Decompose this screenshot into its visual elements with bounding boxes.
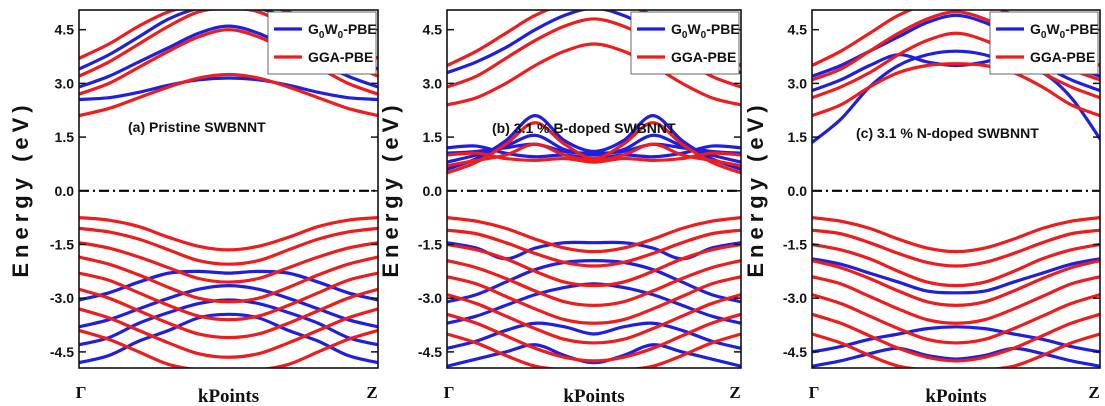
- gga-band-line-5: [812, 216, 1100, 254]
- bands-group: [79, 10, 378, 368]
- gga-band-line-1: [447, 121, 741, 175]
- gw-band-line-4: [812, 257, 1100, 295]
- gw-band-line-7: [447, 259, 741, 304]
- legend-box: [989, 11, 1099, 75]
- gga-band-line-11: [79, 307, 378, 359]
- y-tick-label: 1.5: [55, 129, 75, 145]
- gw-band-line-6: [812, 346, 1100, 368]
- gga-band-line-11: [447, 275, 741, 325]
- x-tick-label-gamma: Γ: [809, 383, 820, 402]
- x-axis-label: kPoints: [563, 386, 624, 406]
- panel-label: (c) 3.1 % N-doped SWBNNT: [856, 125, 1039, 141]
- legend-box: [630, 11, 740, 75]
- gw-band-line-7: [79, 312, 378, 365]
- gw-band-line-10: [447, 343, 741, 368]
- legend-label-gw: G0W0-PBE: [1030, 21, 1099, 41]
- gga-band-line-6: [79, 226, 378, 266]
- gga-band-line-14: [447, 332, 741, 368]
- x-tick-label-z: Z: [1088, 383, 1099, 402]
- y-axis-label: Energy (eV): [378, 100, 403, 277]
- y-tick-label: -4.5: [50, 344, 74, 360]
- gw-band-line-1: [79, 76, 378, 102]
- gga-band-line-11: [812, 312, 1100, 363]
- gw-band-line-4: [79, 269, 378, 302]
- y-tick-label: 4.5: [55, 22, 75, 38]
- gga-band-line-13: [447, 312, 741, 363]
- gga-band-line-12: [812, 332, 1100, 368]
- y-tick-label: -1.5: [418, 236, 442, 252]
- x-tick-label-z: Z: [366, 383, 377, 402]
- legend: G0W0-PBE GGA-PBE: [989, 11, 1099, 75]
- y-tick-label: 4.5: [423, 22, 443, 38]
- y-tick-label: -4.5: [783, 344, 807, 360]
- gga-band-line-6: [812, 228, 1100, 268]
- x-axis-label: kPoints: [925, 386, 986, 406]
- gga-band-line-7: [79, 241, 378, 284]
- gga-band-line-12: [447, 293, 741, 345]
- y-tick-label: 0.0: [423, 183, 443, 199]
- y-tick-label: 4.5: [788, 22, 808, 38]
- y-tick-label: -3.0: [50, 290, 74, 306]
- y-tick-label: 0.0: [788, 183, 808, 199]
- y-tick-label: -1.5: [783, 236, 807, 252]
- gga-band-line-1: [812, 62, 1100, 118]
- legend: G0W0-PBE GGA-PBE: [267, 11, 377, 75]
- y-tick-label: 3.0: [788, 75, 808, 91]
- gga-band-line-9: [447, 242, 741, 288]
- legend-label-gga: GGA-PBE: [1030, 49, 1095, 65]
- legend-label-gga: GGA-PBE: [671, 49, 736, 65]
- gga-band-line-10: [79, 287, 378, 340]
- gga-band-line-7: [812, 242, 1100, 288]
- gga-band-line-5: [79, 216, 378, 252]
- legend-label-gw: G0W0-PBE: [671, 21, 740, 41]
- gw-band-line-5: [812, 325, 1100, 354]
- y-axis-label: Energy (eV): [8, 100, 33, 277]
- y-tick-label: 0.0: [55, 183, 75, 199]
- gga-band-line-3: [447, 151, 741, 164]
- gga-band-line-9: [79, 271, 378, 322]
- y-tick-label: -3.0: [783, 290, 807, 306]
- legend-box: [267, 11, 377, 75]
- gga-band-line-1: [79, 72, 378, 118]
- gga-band-line-12: [79, 328, 378, 368]
- panel-label: (a) Pristine SWBNNT: [128, 119, 266, 135]
- legend-label-gga: GGA-PBE: [308, 49, 373, 65]
- bands-group: [812, 10, 1100, 368]
- x-axis-label: kPoints: [198, 386, 259, 406]
- gw-band-line-5: [79, 284, 378, 329]
- legend-label-gw: G0W0-PBE: [308, 21, 377, 41]
- gga-band-line-7: [447, 216, 741, 254]
- plot-frame: [446, 9, 742, 369]
- y-tick-label: 1.5: [423, 129, 443, 145]
- x-tick-label-z: Z: [729, 383, 740, 402]
- gga-band-line-8: [447, 228, 741, 268]
- gga-band-line-9: [812, 275, 1100, 325]
- gga-band-line-4: [447, 42, 741, 107]
- gga-band-line-2: [812, 31, 1100, 100]
- y-tick-label: -3.0: [418, 290, 442, 306]
- legend: G0W0-PBE GGA-PBE: [630, 11, 740, 75]
- y-tick-label: -1.5: [50, 236, 74, 252]
- gw-band-line-8: [447, 282, 741, 325]
- plot-frame: [78, 9, 379, 369]
- gga-band-line-10: [447, 259, 741, 307]
- gga-band-line-8: [79, 255, 378, 304]
- y-tick-label: -4.5: [418, 344, 442, 360]
- x-tick-label-gamma: Γ: [76, 383, 87, 402]
- x-tick-label-gamma: Γ: [444, 383, 455, 402]
- y-tick-label: 3.0: [55, 75, 75, 91]
- plot-frame: [811, 9, 1101, 369]
- y-tick-label: 3.0: [423, 75, 443, 91]
- gw-band-line-1: [447, 114, 741, 171]
- gga-band-line-10: [812, 293, 1100, 345]
- y-tick-label: 1.5: [788, 129, 808, 145]
- y-axis-label: Energy (eV): [743, 100, 768, 277]
- gga-band-line-8: [812, 259, 1100, 307]
- panel-label: (b) 3.1 % B-doped SWBNNT: [492, 120, 676, 136]
